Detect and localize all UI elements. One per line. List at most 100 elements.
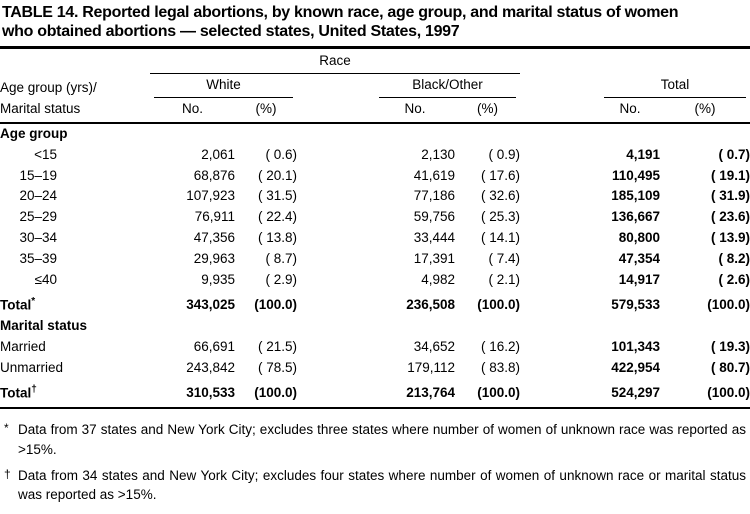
white-pct: ( 8.7)	[265, 251, 297, 267]
footnote-text: Data from 34 states and New York City; e…	[18, 467, 746, 502]
total-pct: ( 0.7)	[718, 146, 750, 162]
total-pct: ( 19.1)	[711, 167, 750, 183]
race-group-header: Race	[150, 52, 521, 74]
white-pct: ( 31.5)	[257, 188, 297, 204]
row-label: <15	[34, 146, 57, 162]
black-pct: (100.0)	[477, 297, 521, 313]
black-other-column-header: Black/Other	[379, 76, 517, 98]
total-pct: ( 8.2)	[718, 251, 750, 267]
black-no-header: No.	[375, 98, 455, 124]
total-pct: ( 2.6)	[718, 272, 750, 287]
white-no: 66,691	[193, 339, 235, 355]
white-no: 343,025	[186, 297, 235, 313]
footnote-marker-asterisk: *	[31, 295, 36, 307]
total-label: Total	[0, 385, 32, 401]
total-no: 80,800	[618, 230, 661, 246]
table-row: 30–34 47,356 ( 13.8) 33,444 ( 14.1) 80,8…	[0, 228, 750, 249]
black-no: 33,444	[413, 230, 455, 246]
white-no-header: No.	[150, 98, 235, 124]
black-no: 4,982	[421, 272, 455, 287]
white-pct: ( 0.6)	[265, 146, 297, 162]
white-no: 29,963	[193, 251, 235, 267]
total-pct: ( 13.9)	[711, 230, 750, 246]
black-no: 17,391	[413, 251, 455, 267]
row-label: 30–34	[19, 230, 57, 246]
footnote-marker: †	[4, 466, 11, 481]
black-pct: (100.0)	[455, 378, 521, 410]
column-group-row: Age group (yrs)/ White Black/Other Total	[0, 75, 750, 99]
row-label: Unmarried	[0, 360, 64, 376]
total-no: 110,495	[611, 167, 661, 183]
white-no: 243,842	[186, 360, 235, 376]
total-no: 185,109	[611, 188, 661, 204]
table-row: <15 2,061 ( 0.6) 2,130 ( 0.9) 4,191 ( 0.…	[0, 145, 750, 166]
white-pct: ( 22.4)	[257, 209, 297, 225]
total-no: 4,191	[626, 146, 661, 162]
marital-total-row: Total† 310,533 (100.0) 213,764 (100.0) 5…	[0, 378, 750, 410]
total-pct: ( 31.9)	[711, 188, 750, 204]
total-no-header: No.	[600, 98, 661, 124]
white-pct: (100.0)	[235, 378, 297, 410]
table-row: ≤40 9,935 ( 2.9) 4,982 ( 2.1) 14,917 ( 2…	[0, 270, 750, 291]
race-header-row: Race	[0, 51, 750, 75]
table-title: TABLE 14. Reported legal abortions, by k…	[2, 4, 679, 40]
table-row: 20–24 107,923 ( 31.5) 77,186 ( 32.6) 185…	[0, 186, 750, 207]
footnotes: * Data from 37 states and New York City;…	[0, 409, 750, 504]
black-pct: ( 16.2)	[481, 339, 521, 355]
total-pct: (100.0)	[660, 378, 750, 410]
black-pct: ( 2.1)	[488, 272, 521, 287]
row-label: 15–19	[19, 167, 57, 183]
row-label: 25–29	[19, 209, 57, 225]
black-no: 59,756	[413, 209, 455, 225]
total-no: 47,354	[618, 251, 661, 267]
footnote-marker: *	[4, 421, 9, 436]
table-row: 15–19 68,876 ( 20.1) 41,619 ( 17.6) 110,…	[0, 166, 750, 187]
black-no: 77,186	[413, 188, 455, 204]
black-pct: ( 14.1)	[481, 230, 521, 246]
total-pct: (100.0)	[707, 297, 750, 313]
section-header-row: Age group	[0, 123, 750, 145]
black-pct-header: (%)	[455, 98, 521, 124]
white-no: 9,935	[201, 272, 235, 287]
white-pct: (100.0)	[254, 297, 297, 313]
white-pct: ( 21.5)	[257, 339, 297, 355]
footnote: † Data from 34 states and New York City;…	[2, 466, 746, 504]
total-label: Total	[0, 297, 32, 313]
footnote-marker-dagger: †	[31, 383, 37, 395]
black-no: 236,508	[406, 297, 455, 313]
white-pct-header: (%)	[235, 98, 297, 124]
title-block: TABLE 14. Reported legal abortions, by k…	[0, 0, 750, 50]
row-header-line1: Age group (yrs)/	[0, 79, 97, 95]
table-row: Married 66,691 ( 21.5) 34,652 ( 16.2) 10…	[0, 337, 750, 358]
total-no: 101,343	[611, 339, 661, 355]
white-no: 76,911	[194, 209, 235, 225]
row-label: 20–24	[19, 188, 57, 204]
table-row: 25–29 76,911 ( 22.4) 59,756 ( 25.3) 136,…	[0, 207, 750, 228]
footnote: * Data from 37 states and New York City;…	[2, 420, 746, 458]
footnote-text: Data from 37 states and New York City; e…	[18, 422, 746, 457]
row-label: Married	[0, 339, 46, 355]
black-no: 41,619	[413, 167, 455, 183]
total-pct: ( 80.7)	[711, 360, 750, 376]
total-no: 136,667	[611, 209, 661, 225]
white-no: 47,356	[193, 230, 235, 246]
total-no: 422,954	[611, 360, 661, 376]
black-pct: ( 25.3)	[481, 209, 521, 225]
total-pct-header: (%)	[660, 98, 750, 124]
black-no: 2,130	[421, 146, 455, 162]
white-pct: ( 20.1)	[257, 167, 297, 183]
total-no: 14,917	[618, 272, 661, 287]
total-pct: ( 23.6)	[711, 209, 750, 225]
table-row: 35–39 29,963 ( 8.7) 17,391 ( 7.4) 47,354…	[0, 249, 750, 270]
black-pct: ( 0.9)	[488, 146, 521, 162]
section-label-marital-status: Marital status	[0, 318, 88, 334]
abortion-statistics-table: Race Age group (yrs)/ White Black/Other …	[0, 51, 750, 410]
row-header-line2: Marital status	[0, 98, 150, 124]
black-no: 213,764	[297, 378, 455, 410]
total-pct: ( 19.3)	[711, 339, 750, 355]
white-no: 107,923	[186, 188, 235, 204]
total-no: 579,533	[611, 297, 661, 313]
white-pct: ( 78.5)	[257, 360, 297, 376]
black-no: 179,112	[407, 360, 455, 376]
